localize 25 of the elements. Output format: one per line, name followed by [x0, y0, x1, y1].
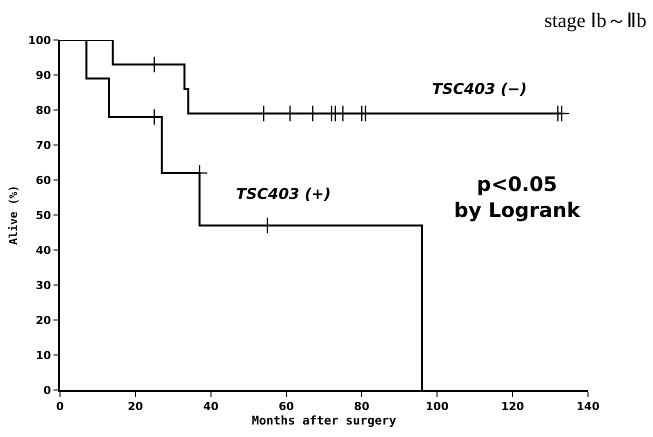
x-tick-label: 20	[128, 400, 144, 413]
y-axis-title: Alive (%)	[7, 185, 20, 245]
x-tick-label: 120	[501, 400, 524, 413]
y-tick-label: 50	[36, 208, 52, 222]
series-label: TSC403 (+)	[236, 185, 331, 203]
y-tick-label: 10	[36, 348, 52, 362]
x-tick-label: 100	[426, 400, 449, 413]
chart-title: stage Ⅰb～Ⅱb	[544, 10, 646, 32]
x-tick-label: 140	[576, 400, 600, 413]
x-tick-label: 80	[354, 400, 370, 413]
y-tick-label: 30	[36, 278, 52, 292]
y-tick-label: 0	[43, 384, 52, 397]
y-tick-label: 90	[36, 68, 52, 82]
series-label: TSC403 (−)	[432, 80, 527, 98]
y-tick-label: 80	[36, 104, 52, 117]
x-axis-title: Months after surgery	[252, 413, 396, 428]
y-tick-label: 60	[36, 174, 52, 187]
y-tick-label: 40	[36, 244, 52, 257]
y-tick-label: 100	[28, 34, 52, 47]
y-tick-label: 70	[36, 138, 52, 152]
annotation: p<0.05 by Logrank	[454, 172, 581, 222]
x-tick-label: 60	[278, 400, 294, 413]
y-tick-label: 20	[36, 314, 52, 327]
x-tick-label: 40	[203, 400, 219, 413]
x-tick-label: 0	[56, 400, 64, 413]
